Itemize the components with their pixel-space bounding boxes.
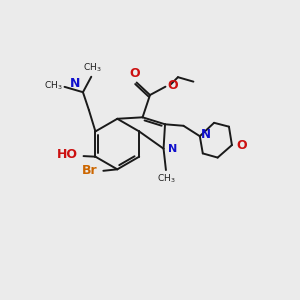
Text: CH$_3$: CH$_3$ [44, 80, 63, 92]
Text: N: N [201, 128, 211, 141]
Text: Br: Br [82, 164, 98, 177]
Text: CH$_3$: CH$_3$ [157, 172, 176, 185]
Text: CH$_3$: CH$_3$ [82, 62, 101, 74]
Text: HO: HO [57, 148, 78, 161]
Text: O: O [167, 79, 178, 92]
Text: N: N [168, 144, 178, 154]
Text: O: O [236, 139, 247, 152]
Text: N: N [70, 77, 81, 90]
Text: O: O [129, 67, 140, 80]
